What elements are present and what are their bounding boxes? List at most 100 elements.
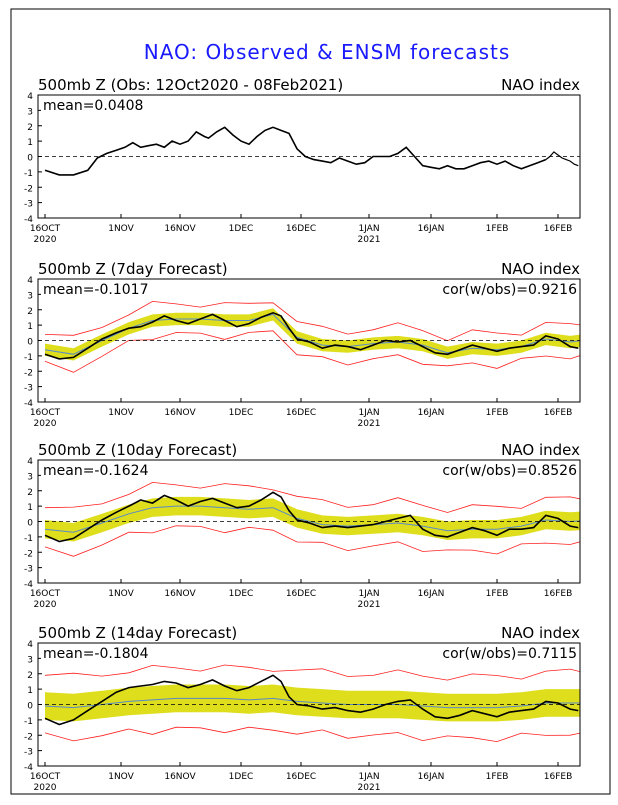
chart-panels: 500mb Z (Obs: 12Oct2020 - 08Feb2021) NAO …	[24, 76, 618, 793]
x-tick-label: 1FEB	[486, 224, 509, 234]
x-tick-label: 1DEC	[229, 408, 254, 418]
mean-label: mean=-0.1804	[43, 646, 149, 662]
correlation-label: cor(w/obs)=0.8526	[442, 463, 577, 479]
x-year-label: 2020	[34, 419, 57, 429]
ensemble-upper-envelope	[44, 300, 580, 342]
ensemble-lower-envelope	[44, 726, 580, 743]
correlation-label: cor(w/obs)=0.7115	[442, 646, 577, 662]
ensemble-member-line	[582, 162, 618, 167]
ensemble-member-line	[582, 166, 618, 175]
y-tick-label: -1	[24, 534, 33, 544]
x-tick-label: 16NOV	[164, 408, 196, 418]
x-tick-label: 16DEC	[286, 589, 316, 599]
y-tick-label: -4	[24, 763, 33, 773]
ensemble-member-line	[582, 151, 618, 165]
y-tick-label: 3	[27, 655, 33, 665]
x-tick-label: 16FEB	[544, 589, 573, 599]
plot-area	[44, 664, 580, 743]
x-tick-label: 1FEB	[486, 772, 509, 782]
x-tick-label: 1FEB	[486, 589, 509, 599]
y-tick-label: -1	[24, 353, 33, 363]
y-tick-label: 3	[27, 291, 33, 301]
panel-title: 500mb Z (10day Forecast)	[38, 441, 237, 459]
x-year-label: 2020	[34, 783, 57, 793]
observed-line-tail	[545, 151, 579, 167]
y-tick-label: -1	[24, 169, 33, 179]
ensemble-mean-line	[44, 505, 580, 533]
panel-index-label: NAO index	[501, 441, 580, 459]
x-tick-label: 1JAN	[358, 772, 379, 782]
correlation-label: cor(w/obs)=0.9216	[442, 282, 577, 298]
x-tick-label: 1NOV	[108, 772, 134, 782]
plot-area	[44, 126, 618, 176]
y-tick-label: 1	[27, 503, 33, 513]
observed-line	[44, 674, 579, 726]
x-tick-label: 16JAN	[418, 224, 445, 234]
ensemble-member-line	[582, 166, 618, 175]
x-tick-label: 1DEC	[229, 589, 254, 599]
y-tick-label: 2	[27, 307, 33, 317]
cor-label-bg	[417, 462, 577, 478]
observed-line	[44, 491, 579, 543]
y-tick-label: 4	[27, 276, 33, 286]
x-tick-label: 16NOV	[164, 589, 196, 599]
x-tick-label: 16NOV	[164, 224, 196, 234]
x-tick-label: 16OCT	[30, 224, 61, 234]
y-tick-label: -2	[24, 732, 33, 742]
x-tick-label: 1JAN	[358, 224, 379, 234]
ensemble-member-line	[582, 166, 618, 170]
panel-3: 500mb Z (10day Forecast) NAO index 4 3 2 1 0 -1…	[24, 441, 581, 610]
mean-label-bg	[41, 645, 159, 661]
y-tick-label: 0	[27, 519, 33, 529]
ensemble-spread-band	[45, 496, 580, 542]
x-tick-label: 16NOV	[164, 772, 196, 782]
x-tick-label: 16JAN	[418, 408, 445, 418]
x-tick-label: 16OCT	[30, 589, 61, 599]
y-tick-label: 1	[27, 322, 33, 332]
x-tick-label: 16DEC	[286, 408, 316, 418]
y-tick-label: 2	[27, 488, 33, 498]
plot-area	[44, 300, 580, 373]
mean-label-bg	[41, 281, 159, 297]
ensemble-member-line	[582, 140, 618, 166]
x-tick-label: 16FEB	[544, 224, 573, 234]
y-tick-label: -2	[24, 549, 33, 559]
panel-4: 500mb Z (14day Forecast) NAO index 4 3 2 1 0 -1…	[24, 624, 581, 793]
x-year-label: 2021	[358, 235, 381, 245]
y-tick-label: 4	[27, 92, 33, 102]
ensemble-member-line	[582, 147, 618, 166]
x-year-label: 2021	[358, 783, 381, 793]
y-tick-label: -3	[24, 748, 33, 758]
x-year-label: 2020	[34, 235, 57, 245]
cor-label-bg	[417, 645, 577, 661]
x-tick-label: 1NOV	[108, 408, 134, 418]
y-tick-label: 1	[27, 686, 33, 696]
ensemble-upper-envelope	[44, 481, 580, 513]
y-tick-label: 3	[27, 107, 33, 117]
mean-label-bg	[41, 462, 159, 478]
y-tick-label: 0	[27, 702, 33, 712]
x-tick-label: 16DEC	[286, 772, 316, 782]
x-tick-label: 16JAN	[418, 589, 445, 599]
x-tick-label: 1NOV	[108, 224, 134, 234]
panel-index-label: NAO index	[501, 260, 580, 278]
ensemble-member-line	[582, 158, 618, 165]
y-tick-label: 2	[27, 123, 33, 133]
x-tick-label: 1JAN	[358, 589, 379, 599]
x-tick-label: 16FEB	[544, 408, 573, 418]
y-tick-label: -2	[24, 368, 33, 378]
y-tick-label: -4	[24, 399, 33, 409]
ensemble-mean-line	[44, 697, 580, 709]
y-tick-label: -1	[24, 717, 33, 727]
x-tick-label: 1FEB	[486, 408, 509, 418]
x-tick-label: 16DEC	[286, 224, 316, 234]
panel-1: 500mb Z (Obs: 12Oct2020 - 08Feb2021) NAO …	[24, 76, 618, 245]
ensemble-lower-envelope	[44, 525, 580, 557]
x-year-label: 2021	[358, 600, 381, 610]
x-tick-label: 16OCT	[30, 408, 61, 418]
y-tick-label: 4	[27, 640, 33, 650]
x-tick-label: 1NOV	[108, 589, 134, 599]
panel-2: 500mb Z (7day Forecast) NAO index 4 3 2 1 0 -1 -…	[24, 260, 581, 429]
